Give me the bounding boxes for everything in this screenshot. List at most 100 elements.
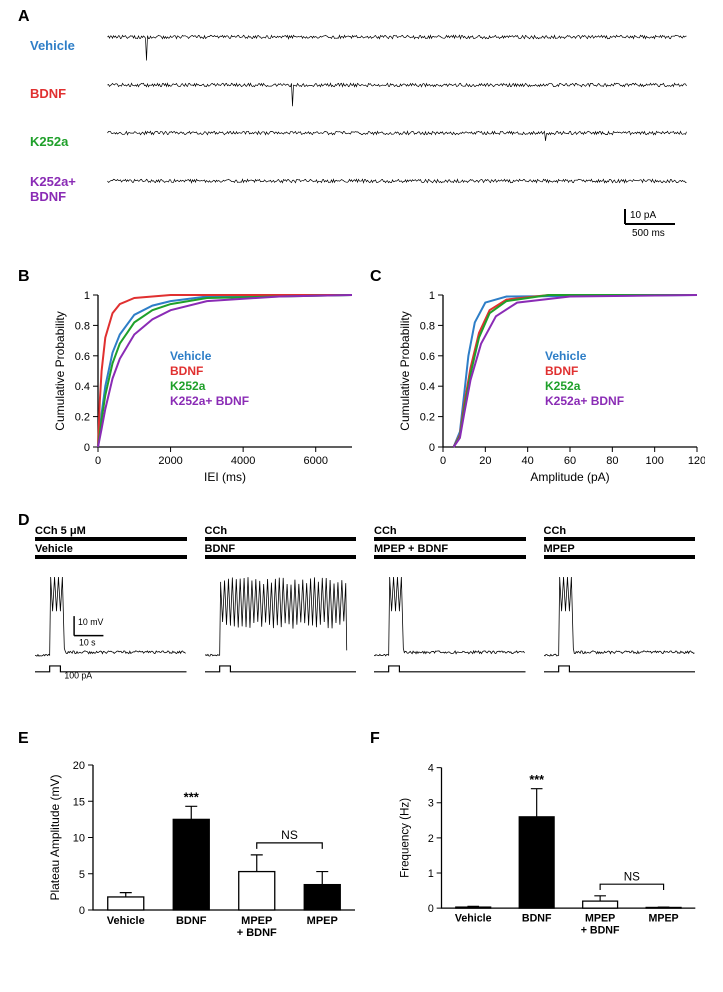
condition-bar: [205, 555, 357, 559]
svg-text:Frequency (Hz): Frequency (Hz): [399, 798, 412, 878]
svg-text:0.2: 0.2: [420, 412, 435, 424]
svg-text:+ BDNF: + BDNF: [581, 924, 620, 936]
trace-label: BDNF: [30, 86, 105, 101]
panel-a: VehicleBDNFK252aK252a+ BDNF 10 pA 500 ms: [30, 25, 690, 217]
epsc-trace: [105, 169, 690, 209]
bar: [304, 885, 340, 910]
panel-c: 02040608010012000.20.40.60.81Cumulative …: [395, 285, 705, 485]
bar: [173, 819, 209, 910]
svg-text:IEI (ms): IEI (ms): [204, 470, 246, 484]
svg-text:3: 3: [428, 798, 434, 810]
svg-text:5: 5: [79, 869, 85, 881]
epsc-trace: [105, 73, 690, 113]
bar: [108, 897, 144, 910]
svg-text:1: 1: [429, 290, 435, 302]
svg-text:15: 15: [73, 796, 85, 808]
condition-label: MPEP + BDNF: [374, 543, 526, 555]
condition-label: BDNF: [205, 543, 357, 555]
svg-text:NS: NS: [624, 870, 640, 883]
current-clamp-cell: CChMPEP + BDNF: [374, 525, 526, 686]
plateau-amplitude-bar-chart: 05101520Plateau Amplitude (mV)Vehicle***…: [45, 745, 365, 955]
trace-row: Vehicle: [30, 25, 690, 65]
trace-label: K252a+ BDNF: [30, 174, 105, 204]
svg-text:BDNF: BDNF: [522, 913, 552, 925]
panel-d: CCh 5 μMVehicle10 mV10 s100 pACChBDNFCCh…: [35, 525, 695, 705]
svg-text:4: 4: [428, 763, 434, 775]
legend-item: Vehicle: [170, 349, 212, 363]
svg-text:+ BDNF: + BDNF: [237, 927, 277, 939]
svg-text:0.2: 0.2: [75, 412, 90, 424]
epsc-trace: [105, 121, 690, 161]
svg-text:6000: 6000: [303, 455, 327, 467]
svg-text:2000: 2000: [158, 455, 182, 467]
svg-text:120: 120: [688, 455, 705, 467]
svg-text:Plateau Amplitude (mV): Plateau Amplitude (mV): [48, 774, 62, 900]
svg-text:80: 80: [606, 455, 618, 467]
condition-label: Vehicle: [35, 543, 187, 555]
svg-text:0.8: 0.8: [420, 320, 435, 332]
svg-text:1: 1: [84, 290, 90, 302]
cch-bar: [374, 537, 526, 541]
cch-label: CCh: [205, 525, 357, 537]
current-clamp-cell: CCh 5 μMVehicle10 mV10 s100 pA: [35, 525, 187, 686]
svg-text:0: 0: [79, 905, 85, 917]
trace-row: K252a+ BDNF: [30, 169, 690, 209]
legend-item: K252a+ BDNF: [545, 394, 624, 408]
voltage-trace: [544, 561, 696, 681]
svg-text:MPEP: MPEP: [307, 915, 338, 927]
cumulative-amplitude-chart: 02040608010012000.20.40.60.81Cumulative …: [395, 285, 705, 485]
legend-item: BDNF: [545, 364, 578, 378]
voltage-trace: 10 mV10 s100 pA: [35, 561, 187, 681]
cch-bar: [205, 537, 357, 541]
svg-text:Cumulative Probability: Cumulative Probability: [53, 311, 67, 430]
svg-text:MPEP: MPEP: [585, 913, 615, 925]
svg-text:0.4: 0.4: [75, 381, 90, 393]
voltage-trace: [205, 561, 357, 681]
svg-text:2: 2: [428, 833, 434, 845]
panel-c-label: C: [370, 268, 382, 286]
panel-f: 01234Frequency (Hz)Vehicle***BDNFMPEP+ B…: [395, 745, 705, 955]
svg-text:0.6: 0.6: [420, 351, 435, 363]
svg-text:BDNF: BDNF: [176, 915, 207, 927]
svg-text:10 mV: 10 mV: [78, 617, 104, 627]
svg-text:0.6: 0.6: [75, 351, 90, 363]
condition-bar: [374, 555, 526, 559]
bar: [519, 817, 554, 908]
svg-text:0: 0: [84, 442, 90, 454]
condition-bar: [544, 555, 696, 559]
legend-item: BDNF: [170, 364, 203, 378]
condition-label: MPEP: [544, 543, 696, 555]
panel-b: 020004000600000.20.40.60.81Cumulative Pr…: [50, 285, 360, 485]
legend-item: Vehicle: [545, 349, 587, 363]
panel-b-label: B: [18, 268, 30, 286]
svg-text:40: 40: [522, 455, 534, 467]
panel-a-label: A: [18, 8, 30, 26]
svg-text:20: 20: [73, 760, 85, 772]
current-clamp-cell: CCh MPEP: [544, 525, 696, 686]
svg-text:0.8: 0.8: [75, 320, 90, 332]
bar: [239, 872, 275, 910]
svg-text:Cumulative Probability: Cumulative Probability: [398, 311, 412, 430]
svg-text:MPEP: MPEP: [649, 913, 679, 925]
svg-text:***: ***: [529, 773, 544, 787]
svg-text:0: 0: [428, 903, 434, 915]
panel-e: 05101520Plateau Amplitude (mV)Vehicle***…: [45, 745, 365, 955]
legend-item: K252a: [170, 379, 206, 393]
svg-text:10 s: 10 s: [79, 637, 96, 647]
panel-d-label: D: [18, 512, 30, 530]
cumulative-iei-chart: 020004000600000.20.40.60.81Cumulative Pr…: [50, 285, 360, 485]
legend-item: K252a: [545, 379, 581, 393]
svg-text:0: 0: [440, 455, 446, 467]
panel-e-label: E: [18, 730, 29, 748]
cch-label: CCh 5 μM: [35, 525, 187, 537]
scale-x-text: 500 ms: [632, 228, 665, 239]
trace-label: Vehicle: [30, 38, 105, 53]
frequency-bar-chart: 01234Frequency (Hz)Vehicle***BDNFMPEP+ B…: [395, 745, 705, 955]
svg-text:***: ***: [184, 789, 200, 804]
trace-label: K252a: [30, 134, 105, 149]
svg-text:0: 0: [429, 442, 435, 454]
svg-text:Vehicle: Vehicle: [107, 915, 145, 927]
bar: [583, 901, 618, 908]
svg-text:0.4: 0.4: [420, 381, 435, 393]
cch-label: CCh: [544, 525, 696, 537]
